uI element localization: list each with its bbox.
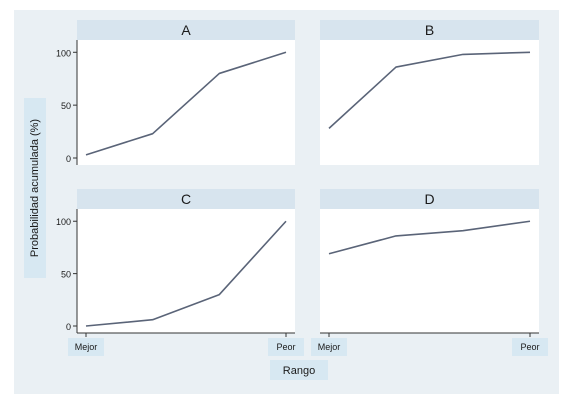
- series-line-b: [328, 51, 531, 129]
- y-tick-label: 0: [66, 322, 71, 332]
- y-tick-label: 0: [66, 154, 71, 164]
- ylabel-box: [24, 98, 46, 278]
- panel-b: B: [320, 20, 539, 165]
- panel-plot-area: [320, 40, 539, 165]
- x-tick-label: Peor: [276, 342, 295, 352]
- x-tick-label-box: [311, 338, 347, 356]
- x-tick-label: Mejor: [75, 342, 98, 352]
- y-tick-label: 50: [61, 270, 71, 280]
- x-tick-label-box: [68, 338, 104, 356]
- panel-plot-area: [320, 209, 539, 333]
- panel-title: D: [424, 191, 434, 207]
- panel-title: A: [181, 22, 191, 38]
- y-axis-label: Probabilidad acumulada (%): [29, 119, 41, 257]
- x-tick-label: Peor: [520, 342, 539, 352]
- panel-a: A 0 50 100: [56, 20, 295, 165]
- x-tick-label: Mejor: [318, 342, 341, 352]
- xlabel-box: [270, 360, 328, 380]
- x-tick-label-box: [268, 338, 304, 356]
- y-tick-label: 100: [56, 48, 71, 58]
- panel-strip: [77, 189, 295, 209]
- y-tick-label: 100: [56, 217, 71, 227]
- panel-strip: [320, 189, 539, 209]
- series-line-d: [328, 220, 531, 255]
- y-tick-label: 50: [61, 101, 71, 111]
- series-line-c: [85, 220, 287, 327]
- series-line-a: [85, 51, 287, 156]
- x-axis-label: Rango: [283, 365, 315, 377]
- panels-group: A 0 50 100 B C 0 50 100 Mejor Peor D Mejor Peor: [56, 20, 548, 356]
- panel-strip: [320, 20, 539, 40]
- x-tick-label-box: [512, 338, 548, 356]
- panel-d: D Mejor Peor: [311, 189, 548, 356]
- panel-strip: [77, 20, 295, 40]
- panel-plot-area: [77, 209, 295, 333]
- panel-title: B: [425, 22, 434, 38]
- panel-c: C 0 50 100 Mejor Peor: [56, 189, 304, 356]
- panel-title: C: [181, 191, 191, 207]
